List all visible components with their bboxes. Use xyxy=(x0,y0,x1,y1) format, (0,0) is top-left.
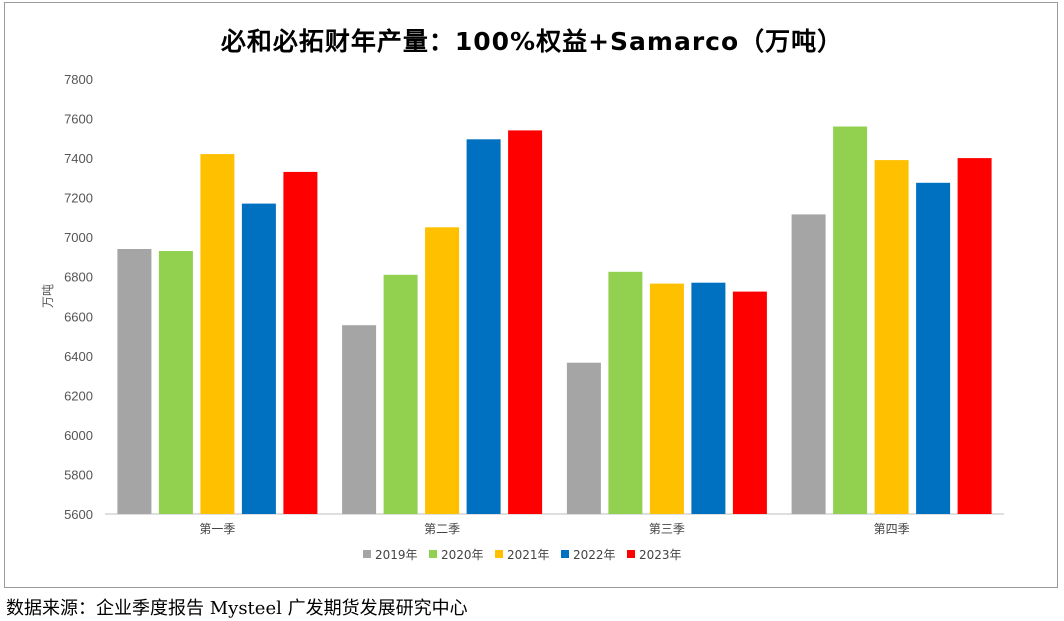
legend-swatch xyxy=(561,550,569,558)
legend-swatch xyxy=(627,550,635,558)
y-tick-label: 5600 xyxy=(64,507,93,522)
legend-label: 2022年 xyxy=(573,548,616,562)
y-tick-label: 6800 xyxy=(64,270,93,285)
legend-swatch xyxy=(495,550,503,558)
y-tick-label: 5800 xyxy=(64,467,93,482)
x-tick-label: 第二季 xyxy=(424,522,460,536)
bar xyxy=(649,283,684,514)
y-tick-label: 7800 xyxy=(64,72,93,87)
chart-title: 必和必拓财年产量：100%权益+Samarco（万吨） xyxy=(220,27,844,56)
bar xyxy=(874,160,909,514)
bar xyxy=(566,362,601,514)
chart-plot: 5600 5800 6000 6200 6400 6600 6800 7000 7200 7400… xyxy=(41,72,1004,562)
x-tick-label: 第四季 xyxy=(874,522,910,536)
bar xyxy=(916,182,951,515)
legend-label: 2023年 xyxy=(639,548,682,562)
bar xyxy=(342,325,377,514)
bar xyxy=(425,227,460,515)
bar xyxy=(117,249,152,514)
bar xyxy=(732,291,767,514)
source-note: 数据来源：企业季度报告 Mysteel 广发期货发展研究中心 xyxy=(6,598,468,619)
x-tick-label: 第一季 xyxy=(199,522,235,536)
x-tick-label: 第三季 xyxy=(649,522,685,536)
bar xyxy=(833,126,868,514)
bar xyxy=(283,171,318,514)
bar xyxy=(383,274,418,515)
y-tick-label: 7000 xyxy=(64,230,93,245)
bar xyxy=(200,154,235,514)
legend-label: 2019年 xyxy=(375,548,418,562)
y-tick-label: 6400 xyxy=(64,349,93,364)
y-tick-label: 7400 xyxy=(64,151,93,166)
bar xyxy=(508,130,543,514)
y-tick-label: 7600 xyxy=(64,112,93,127)
legend-label: 2020年 xyxy=(441,548,484,562)
legend-label: 2021年 xyxy=(507,548,550,562)
y-axis-label: 万吨 xyxy=(41,284,55,308)
legend-swatch xyxy=(429,550,437,558)
bar xyxy=(691,282,726,514)
bar xyxy=(158,251,193,514)
bar xyxy=(791,214,826,514)
y-tick-label: 6600 xyxy=(64,309,93,324)
y-tick-label: 6200 xyxy=(64,388,93,403)
y-tick-label: 7200 xyxy=(64,191,93,206)
bar xyxy=(608,271,643,514)
y-tick-label: 6000 xyxy=(64,428,93,443)
bar xyxy=(957,158,992,514)
bar xyxy=(466,139,501,515)
legend-swatch xyxy=(363,550,371,558)
bar xyxy=(241,203,276,514)
